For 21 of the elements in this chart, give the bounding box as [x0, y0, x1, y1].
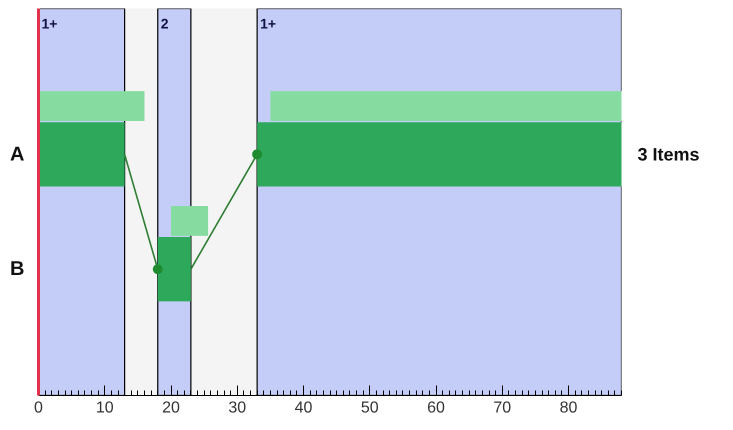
band-label: 1+	[260, 16, 276, 32]
x-tick-label: 70	[493, 400, 512, 416]
x-tick-label: 80	[560, 400, 578, 416]
band-label: 1+	[42, 16, 58, 32]
y-tick-label: A	[10, 143, 25, 166]
text: 3 Items	[638, 144, 700, 164]
x-tick-label: 10	[96, 400, 114, 416]
x-tick-label: 20	[162, 400, 180, 416]
bar	[270, 91, 622, 122]
bar	[171, 206, 208, 236]
band-label: 2	[160, 16, 169, 32]
x-tick-label: 50	[360, 400, 379, 416]
x-tick-label: 40	[294, 400, 312, 416]
bar	[257, 122, 622, 186]
x-tick-label: 30	[228, 400, 246, 416]
bar	[158, 237, 191, 302]
x-tick-label: 0	[34, 400, 44, 416]
x-tick-label: 60	[427, 400, 445, 416]
bar	[38, 122, 125, 186]
bar	[38, 91, 144, 122]
y-tick-label: B	[10, 258, 25, 280]
